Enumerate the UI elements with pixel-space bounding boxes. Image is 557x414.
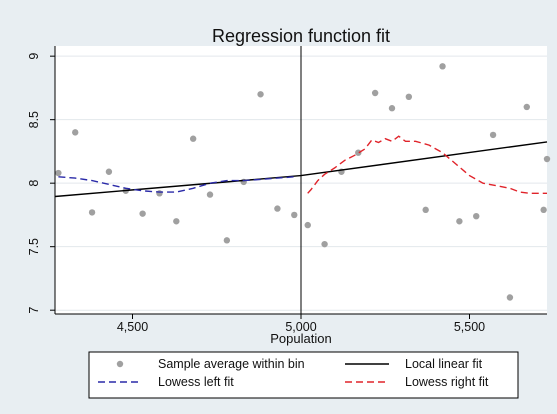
scatter-point-23 [439, 63, 446, 70]
y-ticks: 7 7.5 8 8.5 9 [27, 53, 55, 314]
scatter-point-14 [291, 211, 298, 219]
legend: Sample average within bin Local linear fi… [88, 351, 519, 399]
scatter-point-21 [405, 93, 413, 101]
legend-box [88, 351, 519, 399]
x-ticks: 4,500 5,000 5,500 [117, 314, 485, 334]
x-tick-label-0: 4,500 [117, 320, 148, 334]
y-tick-label-4: 9 [27, 53, 41, 60]
scatter-point-5 [139, 210, 146, 217]
scatter-point-2 [88, 209, 96, 216]
chart-title: Regression function fit [212, 26, 390, 46]
scatter-point-10 [223, 237, 231, 244]
y-tick-label-3: 8.5 [27, 111, 41, 128]
scatter-point-12 [257, 91, 264, 98]
y-tick-label-2: 8 [27, 180, 41, 187]
lowess-right-fit-line [307, 135, 547, 194]
scatter-point-1 [72, 129, 79, 136]
scatter-point-0 [55, 169, 62, 177]
scatter-point-24 [456, 218, 463, 225]
scatter-point-22 [422, 206, 429, 214]
scatter-point-13 [274, 205, 281, 212]
scatter-point-6 [156, 190, 163, 197]
scatter-point-3 [105, 168, 113, 175]
scatter-point-27 [506, 294, 514, 301]
x-tick-label-1: 5,000 [285, 320, 316, 334]
scatter-point-8 [189, 135, 197, 142]
legend-label-3: Lowess right fit [405, 375, 489, 389]
scatter-point-28 [523, 103, 530, 111]
scatter-point-16 [321, 240, 328, 248]
scatter-point-25 [473, 212, 480, 220]
x-axis-label: Population [270, 331, 331, 346]
legend-items: Sample average within bin Local linear fi… [98, 357, 489, 389]
scatter-point-18 [355, 149, 362, 156]
scatter-point-15 [304, 221, 311, 229]
legend-symbol-0 [116, 360, 124, 368]
y-tick-label-1: 7.5 [27, 238, 41, 255]
lowess-left-fit-line [58, 176, 295, 193]
scatter-point-19 [371, 89, 379, 97]
scatter-point-30 [543, 155, 551, 163]
scatter-point-9 [206, 191, 214, 198]
y-tick-label-0: 7 [27, 307, 41, 314]
legend-label-2: Lowess left fit [158, 375, 234, 389]
scatter-point-7 [173, 218, 180, 225]
scatter-point-26 [489, 131, 497, 139]
x-tick-label-2: 5,500 [454, 320, 485, 334]
scatter-point-29 [540, 206, 547, 214]
legend-label-1: Local linear fit [405, 357, 483, 371]
scatter-point-20 [388, 105, 396, 112]
series-group [54, 63, 551, 301]
legend-label-0: Sample average within bin [158, 357, 305, 371]
